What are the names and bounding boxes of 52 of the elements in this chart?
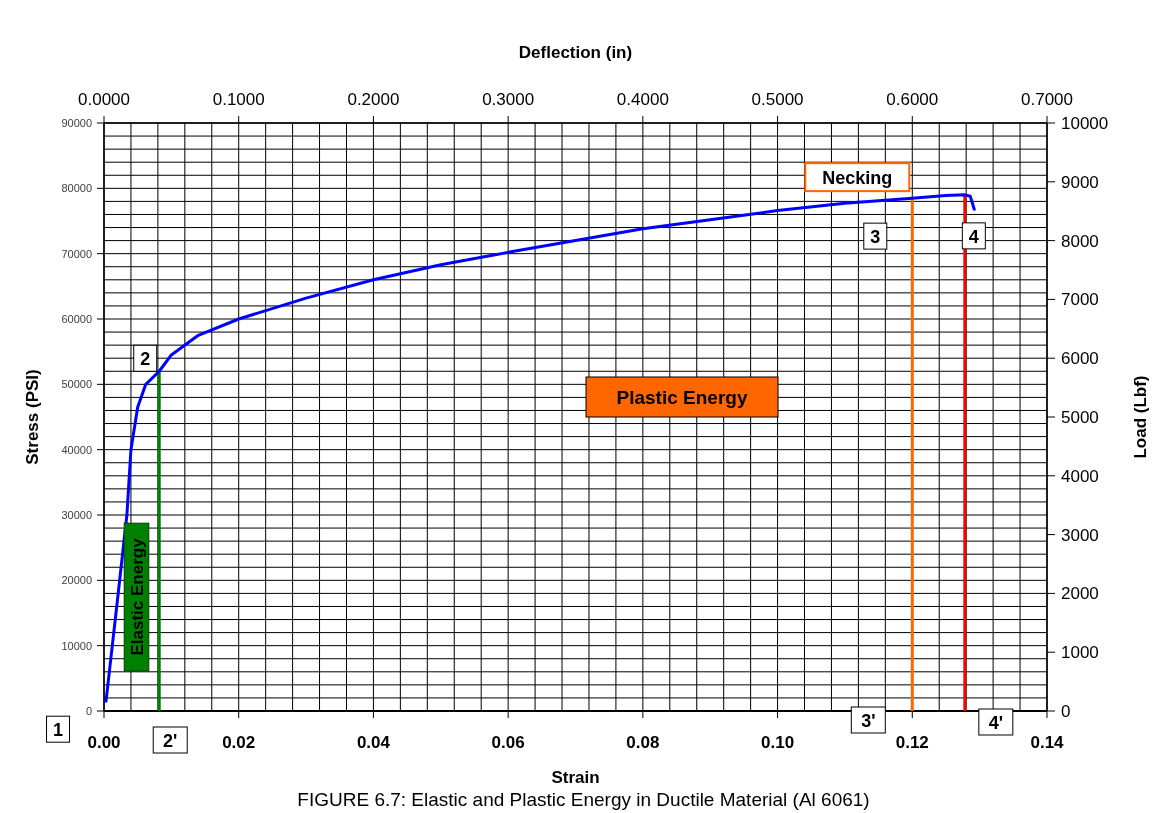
y-tick-label: 60000 <box>61 313 92 325</box>
y2-tick-label: 7000 <box>1061 290 1099 310</box>
x2-tick-label: 0.4000 <box>616 90 669 109</box>
x2-tick-label: 0.1000 <box>212 90 265 109</box>
annotation: 3 <box>870 227 881 248</box>
x2-tick-label: 0.3000 <box>482 90 535 109</box>
x2-tick-label: 0.0000 <box>78 90 130 109</box>
annotation: 2 <box>140 349 151 370</box>
y-tick-label: 50000 <box>61 378 92 391</box>
y2-tick-label: 8000 <box>1061 231 1099 251</box>
y2-tick-label: 3000 <box>1061 525 1099 545</box>
x-axis-title: Strain <box>551 768 600 787</box>
annotation: 3' <box>861 711 876 731</box>
x2-tick-label: 0.5000 <box>751 90 804 109</box>
y2-tick-label: 4000 <box>1061 466 1099 486</box>
annotation: 4 <box>968 226 979 247</box>
y2-tick-label: 9000 <box>1061 172 1099 192</box>
y2-tick-label: 2000 <box>1061 584 1099 604</box>
y2-tick-label: 10000 <box>1061 114 1109 133</box>
x-tick-label: 0.06 <box>491 733 525 752</box>
x2-tick-label: 0.7000 <box>1021 90 1073 109</box>
x-tick-label: 0.08 <box>626 733 660 752</box>
caption: FIGURE 6.7: Elastic and Plastic Energy in Ductile Material (Al 6061) <box>297 789 870 810</box>
x-tick-label: 0.04 <box>356 733 391 752</box>
annotation: 4' <box>988 713 1003 733</box>
y-tick-label: 40000 <box>61 443 92 456</box>
y-tick-label: 70000 <box>61 247 92 260</box>
y-tick-label: 10000 <box>61 639 92 652</box>
annotation: Necking <box>822 168 893 189</box>
x-tick-label: 0.12 <box>895 733 929 752</box>
y-tick-label: 90000 <box>61 117 92 129</box>
y-tick-label: 0 <box>85 705 92 717</box>
y2-tick-label: 0 <box>1061 702 1071 721</box>
y-tick-label: 80000 <box>61 182 92 195</box>
x2-tick-label: 0.6000 <box>886 90 939 109</box>
y2-tick-label: 6000 <box>1061 349 1099 369</box>
annotation: 2' <box>163 731 178 751</box>
annotation: Plastic Energy <box>616 387 748 408</box>
x-tick-label: 0.10 <box>761 733 795 752</box>
y-axis-title: Stress (PSI) <box>23 369 42 465</box>
x-tick-label: 0.14 <box>1030 733 1065 752</box>
y2-axis-title: Load (Lbf) <box>1131 375 1150 459</box>
y2-tick-label: 1000 <box>1061 643 1099 663</box>
y-tick-label: 20000 <box>61 574 92 587</box>
annotation: 1 <box>53 720 64 741</box>
annotation: Elastic Energy <box>128 537 147 656</box>
y2-tick-label: 5000 <box>1061 408 1099 427</box>
x2-axis-title: Deflection (in) <box>518 43 633 62</box>
x2-tick-label: 0.2000 <box>347 90 400 109</box>
y-tick-label: 30000 <box>61 509 92 521</box>
x-tick-label: 0.00 <box>87 733 121 752</box>
x-tick-label: 0.02 <box>222 733 256 752</box>
